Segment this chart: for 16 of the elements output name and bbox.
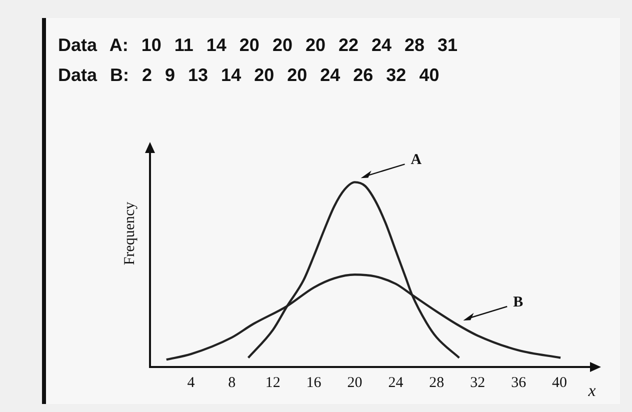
x-tick-label: 16 xyxy=(306,374,322,391)
x-axis-title: x xyxy=(587,380,596,400)
x-tick-label: 12 xyxy=(265,374,280,391)
x-tick-label: 8 xyxy=(228,374,236,391)
text: B xyxy=(513,294,524,310)
text: A xyxy=(410,152,422,168)
x-tick-label: 40 xyxy=(552,374,568,391)
x-tick-label: 36 xyxy=(511,374,527,391)
text: Data A: 10 11 14 20 20 20 22 24 28 31 xyxy=(58,34,458,57)
y-axis-title: Frequency xyxy=(122,201,138,266)
text: Data B: 2 9 13 14 20 20 24 26 32 40 xyxy=(58,64,440,87)
x-tick-label: 4 xyxy=(187,374,196,391)
x-tick-label: 20 xyxy=(347,374,362,391)
x-tick-label: 32 xyxy=(470,374,486,391)
x-tick-label: 28 xyxy=(429,374,444,391)
x-tick-label: 24 xyxy=(388,374,404,391)
